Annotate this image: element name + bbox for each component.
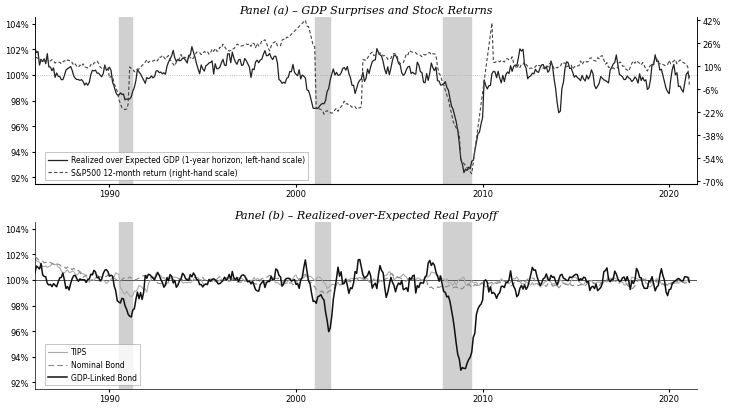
- Nominal Bond: [514, 279, 523, 284]
- S&P500 12-month return (right-hand scale): [264, 46, 272, 51]
- GDP-Linked Bond: [285, 276, 294, 281]
- TIPS: [265, 278, 274, 283]
- TIPS: [36, 263, 45, 267]
- GDP-Linked Bond: [31, 271, 39, 276]
- GDP-Linked Bond: [456, 368, 465, 373]
- Nominal Bond: [340, 280, 349, 285]
- TIPS: [514, 277, 523, 282]
- S&P500 12-month return (right-hand scale): [301, 19, 310, 24]
- TIPS: [685, 275, 694, 280]
- Legend: Realized over Expected GDP (1-year horizon; left-hand scale), S&P500 12-month re: Realized over Expected GDP (1-year horiz…: [45, 153, 309, 181]
- GDP-Linked Bond: [356, 257, 364, 262]
- Bar: [443, 18, 472, 184]
- TIPS: [433, 274, 442, 279]
- GDP-Linked Bond: [338, 282, 347, 287]
- Realized over Expected GDP (1-year horizon; left-hand scale): [36, 58, 45, 63]
- Line: Nominal Bond: Nominal Bond: [35, 257, 689, 294]
- TIPS: [31, 256, 39, 261]
- Bar: [315, 223, 330, 389]
- Realized over Expected GDP (1-year horizon; left-hand scale): [31, 46, 39, 51]
- Realized over Expected GDP (1-year horizon; left-hand scale): [188, 45, 196, 50]
- Realized over Expected GDP (1-year horizon; left-hand scale): [460, 171, 469, 176]
- S&P500 12-month return (right-hand scale): [36, 59, 45, 64]
- Nominal Bond: [433, 285, 442, 290]
- Bar: [119, 18, 132, 184]
- Title: Panel (a) – GDP Surprises and Stock Returns: Panel (a) – GDP Surprises and Stock Retu…: [239, 6, 493, 16]
- Line: TIPS: TIPS: [35, 258, 689, 297]
- GDP-Linked Bond: [264, 279, 272, 284]
- S&P500 12-month return (right-hand scale): [433, 65, 442, 70]
- Realized over Expected GDP (1-year horizon; left-hand scale): [685, 76, 694, 81]
- Realized over Expected GDP (1-year horizon; left-hand scale): [433, 79, 442, 84]
- Realized over Expected GDP (1-year horizon; left-hand scale): [340, 66, 349, 71]
- Realized over Expected GDP (1-year horizon; left-hand scale): [265, 52, 274, 57]
- Line: GDP-Linked Bond: GDP-Linked Bond: [35, 260, 689, 370]
- Bar: [443, 223, 472, 389]
- Nominal Bond: [31, 255, 39, 260]
- GDP-Linked Bond: [515, 286, 524, 291]
- TIPS: [127, 294, 136, 299]
- Line: S&P500 12-month return (right-hand scale): S&P500 12-month return (right-hand scale…: [35, 21, 689, 174]
- S&P500 12-month return (right-hand scale): [685, 83, 694, 88]
- Nominal Bond: [285, 281, 294, 286]
- TIPS: [340, 278, 349, 283]
- S&P500 12-month return (right-hand scale): [515, 66, 524, 71]
- Realized over Expected GDP (1-year horizon; left-hand scale): [515, 47, 524, 52]
- S&P500 12-month return (right-hand scale): [285, 34, 294, 39]
- TIPS: [287, 279, 296, 284]
- Line: Realized over Expected GDP (1-year horizon; left-hand scale): Realized over Expected GDP (1-year horiz…: [35, 47, 689, 173]
- Realized over Expected GDP (1-year horizon; left-hand scale): [287, 70, 296, 75]
- Legend: TIPS, Nominal Bond, GDP-Linked Bond: TIPS, Nominal Bond, GDP-Linked Bond: [45, 344, 140, 385]
- S&P500 12-month return (right-hand scale): [467, 172, 476, 177]
- Bar: [119, 223, 132, 389]
- Nominal Bond: [36, 258, 45, 263]
- GDP-Linked Bond: [433, 274, 442, 279]
- GDP-Linked Bond: [685, 280, 694, 285]
- Nominal Bond: [264, 274, 272, 279]
- Nominal Bond: [321, 292, 330, 297]
- Bar: [315, 18, 330, 184]
- S&P500 12-month return (right-hand scale): [31, 56, 39, 61]
- S&P500 12-month return (right-hand scale): [340, 99, 349, 104]
- GDP-Linked Bond: [36, 261, 45, 266]
- Nominal Bond: [685, 276, 694, 281]
- Title: Panel (b) – Realized-over-Expected Real Payoff: Panel (b) – Realized-over-Expected Real …: [234, 210, 498, 220]
